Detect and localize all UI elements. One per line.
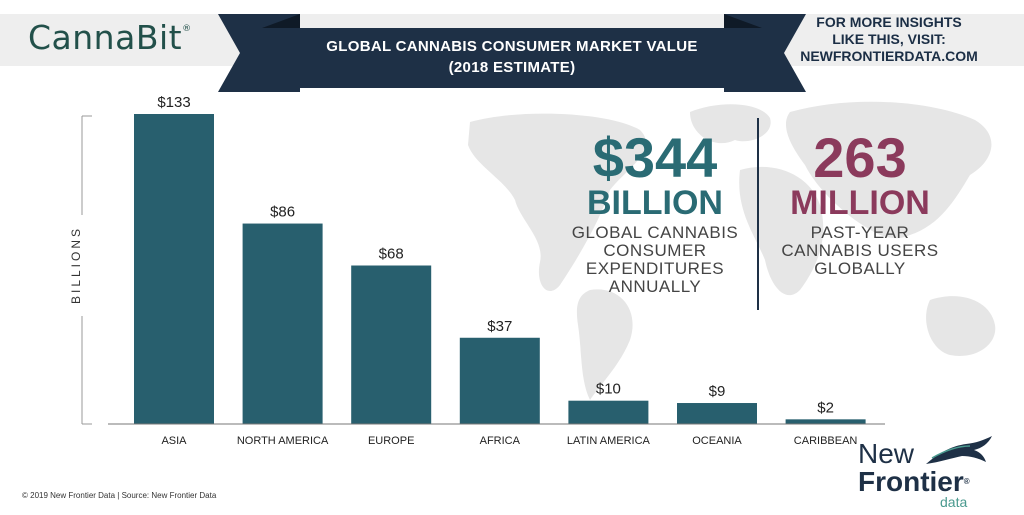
bar-asia (134, 114, 214, 424)
stat-right-desc-2: CANNABIS USERS (781, 241, 939, 260)
logo-word-new: New (858, 438, 915, 469)
bar-oceania (677, 403, 757, 424)
value-label-latin-america: $10 (596, 381, 621, 398)
brand-name: CannaBit (28, 18, 183, 57)
stat-right-desc-3: GLOBALLY (814, 259, 906, 278)
stat-right-desc-1: PAST-YEAR (810, 223, 910, 242)
bar-north-america (242, 223, 323, 424)
banner-body (262, 28, 762, 88)
value-label-caribbean: $2 (817, 399, 834, 416)
cta-line-2: LIKE THIS, VISIT: (832, 31, 946, 47)
logo-word-data: data (940, 494, 968, 510)
value-label-oceania: $9 (709, 383, 726, 400)
bar-chart: $133 $86 $68 $37 $10 $9 $2 ASIA NORTH AMERICA EU… (69, 94, 996, 447)
cta-url[interactable]: NEWFRONTIERDATA.COM (800, 48, 978, 64)
stat-left-desc-1: GLOBAL CANNABIS (571, 223, 739, 242)
insights-cta[interactable]: FOR MORE INSIGHTS LIKE THIS, VISIT: NEWF… (784, 14, 994, 65)
category-label-oceania: OCEANIA (692, 435, 742, 447)
stat-left-desc-3: EXPENDITURES (585, 259, 725, 278)
category-labels-group: ASIA NORTH AMERICA EUROPE AFRICA LATIN AMERI… (161, 435, 857, 447)
chart-title-line-2: (2018 ESTIMATE) (448, 59, 576, 76)
title-banner (218, 14, 806, 92)
banner-right-fold (724, 14, 762, 28)
new-frontier-logo: New Frontier® data (858, 436, 992, 510)
footer-source: © 2019 New Frontier Data | Source: New F… (22, 491, 217, 500)
value-label-europe: $68 (379, 246, 404, 263)
stat-market-value: $344 BILLION GLOBAL CANNABIS CONSUMER EX… (560, 130, 750, 296)
stat-left-desc-2: CONSUMER (603, 241, 707, 260)
bar-latin-america (568, 400, 649, 424)
y-axis-label: BILLIONS (69, 226, 83, 304)
value-label-north-america: $86 (270, 204, 295, 221)
horse-icon (926, 436, 992, 464)
category-label-europe: EUROPE (368, 435, 414, 447)
bar-africa (459, 337, 540, 424)
chart-title-line-1: GLOBAL CANNABIS CONSUMER MARKET VALUE (326, 38, 698, 55)
banner-left-fold (262, 14, 300, 28)
category-label-latin-america: LATIN AMERICA (567, 435, 651, 447)
value-label-africa: $37 (487, 318, 512, 335)
logo-word-frontier: Frontier (858, 466, 964, 497)
cannabit-logo: CannaBit® (28, 18, 192, 57)
stat-market-value-number: $344 (592, 126, 718, 189)
chart-title: GLOBAL CANNABIS CONSUMER MARKET VALUE (2… (270, 36, 754, 78)
category-label-north-america: NORTH AMERICA (237, 435, 329, 447)
cta-line-1: FOR MORE INSIGHTS (816, 14, 962, 30)
y-axis-bracket (81, 115, 92, 425)
value-label-asia: $133 (157, 94, 190, 111)
stat-users-unit: MILLION (790, 184, 930, 222)
stat-users: 263 MILLION PAST-YEAR CANNABIS USERS GLO… (765, 130, 955, 278)
brand-mark: ® (182, 24, 192, 34)
stat-users-number: 263 (813, 126, 907, 189)
value-labels-group: $133 $86 $68 $37 $10 $9 $2 (157, 94, 834, 416)
logo-word-frontier-wrap: Frontier® (858, 468, 970, 496)
logo-registered-mark: ® (963, 477, 970, 486)
category-label-caribbean: CARIBBEAN (794, 435, 858, 447)
bar-caribbean (785, 419, 866, 424)
stats-divider (757, 118, 759, 310)
world-map-background (468, 101, 996, 400)
stat-users-description: PAST-YEAR CANNABIS USERS GLOBALLY (765, 224, 955, 278)
stat-market-value-unit: BILLION (587, 184, 723, 222)
stat-left-desc-4: ANNUALLY (608, 277, 702, 296)
category-label-africa: AFRICA (480, 435, 521, 447)
stat-market-value-description: GLOBAL CANNABIS CONSUMER EXPENDITURES AN… (560, 224, 750, 296)
bars-group (134, 114, 866, 424)
category-label-asia: ASIA (161, 435, 187, 447)
bar-europe (351, 265, 432, 424)
